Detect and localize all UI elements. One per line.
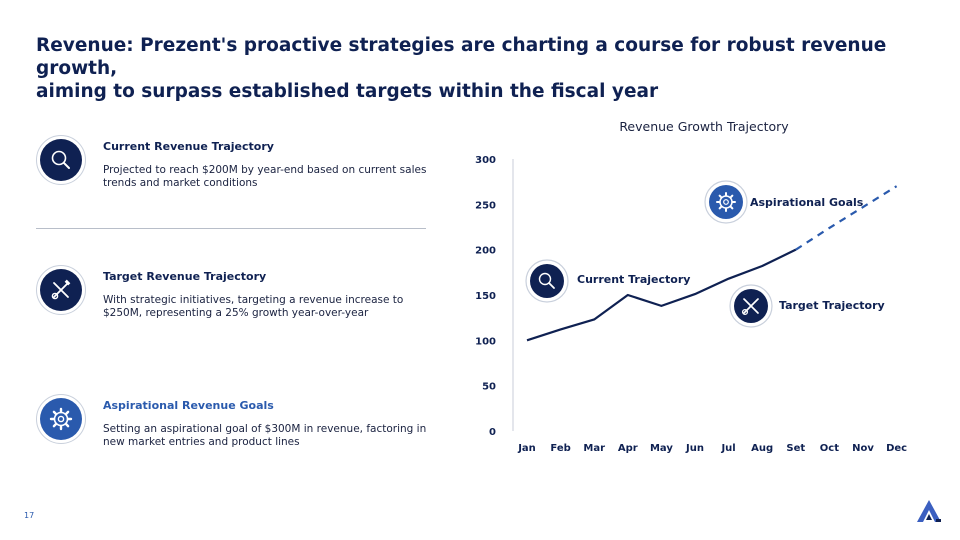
icon-ring <box>36 265 86 315</box>
y-tick-label: 150 <box>475 291 496 302</box>
x-tick-label: May <box>650 443 673 454</box>
x-tick-label: Jun <box>685 443 704 454</box>
magnifier-icon <box>40 139 82 181</box>
y-tick-label: 100 <box>475 336 496 347</box>
annotation-label: Target Trajectory <box>779 299 885 312</box>
y-tick-label: 50 <box>482 382 496 393</box>
gear-icon <box>40 398 82 440</box>
x-tick-label: Mar <box>583 443 605 454</box>
icon-ring <box>36 135 86 185</box>
x-tick-label: Feb <box>550 443 570 454</box>
annotation-label: Aspirational Goals <box>750 196 864 209</box>
y-tick-label: 250 <box>475 200 496 211</box>
annotation-magnifier: Current Trajectory <box>525 259 690 303</box>
magnifier-icon <box>530 264 564 298</box>
x-tick-label: Jul <box>720 443 735 454</box>
x-tick-label: Nov <box>852 443 874 454</box>
revenue-growth-chart: Revenue Growth Trajectory 0 50 100 150 200 25… <box>475 119 907 454</box>
item-body: With strategic initiatives, targeting a … <box>103 294 404 319</box>
item-body: Projected to reach $200M by year-end bas… <box>103 164 427 189</box>
tools-icon <box>734 289 768 323</box>
annotation-gear: Aspirational Goals <box>704 180 864 224</box>
chart-title: Revenue Growth Trajectory <box>619 119 789 134</box>
tools-icon <box>40 269 82 311</box>
gear-icon <box>709 185 743 219</box>
annotation-label: Current Trajectory <box>577 273 690 286</box>
divider <box>36 228 426 229</box>
target-revenue-item: Target Revenue Trajectory With strategic… <box>36 265 436 325</box>
item-heading: Current Revenue Trajectory <box>103 140 274 153</box>
page-number: 17 <box>24 511 35 520</box>
x-tick-label: Dec <box>886 443 907 454</box>
aspirational-revenue-item: Aspirational Revenue Goals Setting an as… <box>36 394 436 454</box>
x-tick-label: Aug <box>751 443 773 454</box>
icon-ring <box>36 394 86 444</box>
y-tick-label: 200 <box>475 246 496 257</box>
x-tick-label: Oct <box>820 443 839 454</box>
prezent-logo <box>917 500 941 522</box>
y-tick-label: 300 <box>475 155 496 166</box>
x-tick-label: Apr <box>618 443 638 454</box>
current-revenue-item: Current Revenue Trajectory Projected to … <box>36 135 436 195</box>
x-tick-label: Set <box>786 443 805 454</box>
item-heading: Target Revenue Trajectory <box>103 270 267 283</box>
y-tick-label: 0 <box>489 427 496 438</box>
annotation-tools: Target Trajectory <box>729 284 885 328</box>
item-heading: Aspirational Revenue Goals <box>103 399 274 412</box>
x-tick-label: Jan <box>517 443 536 454</box>
slide-title: Revenue: Prezent's proactive strategies … <box>36 35 887 102</box>
item-body: Setting an aspirational goal of $300M in… <box>103 423 427 448</box>
